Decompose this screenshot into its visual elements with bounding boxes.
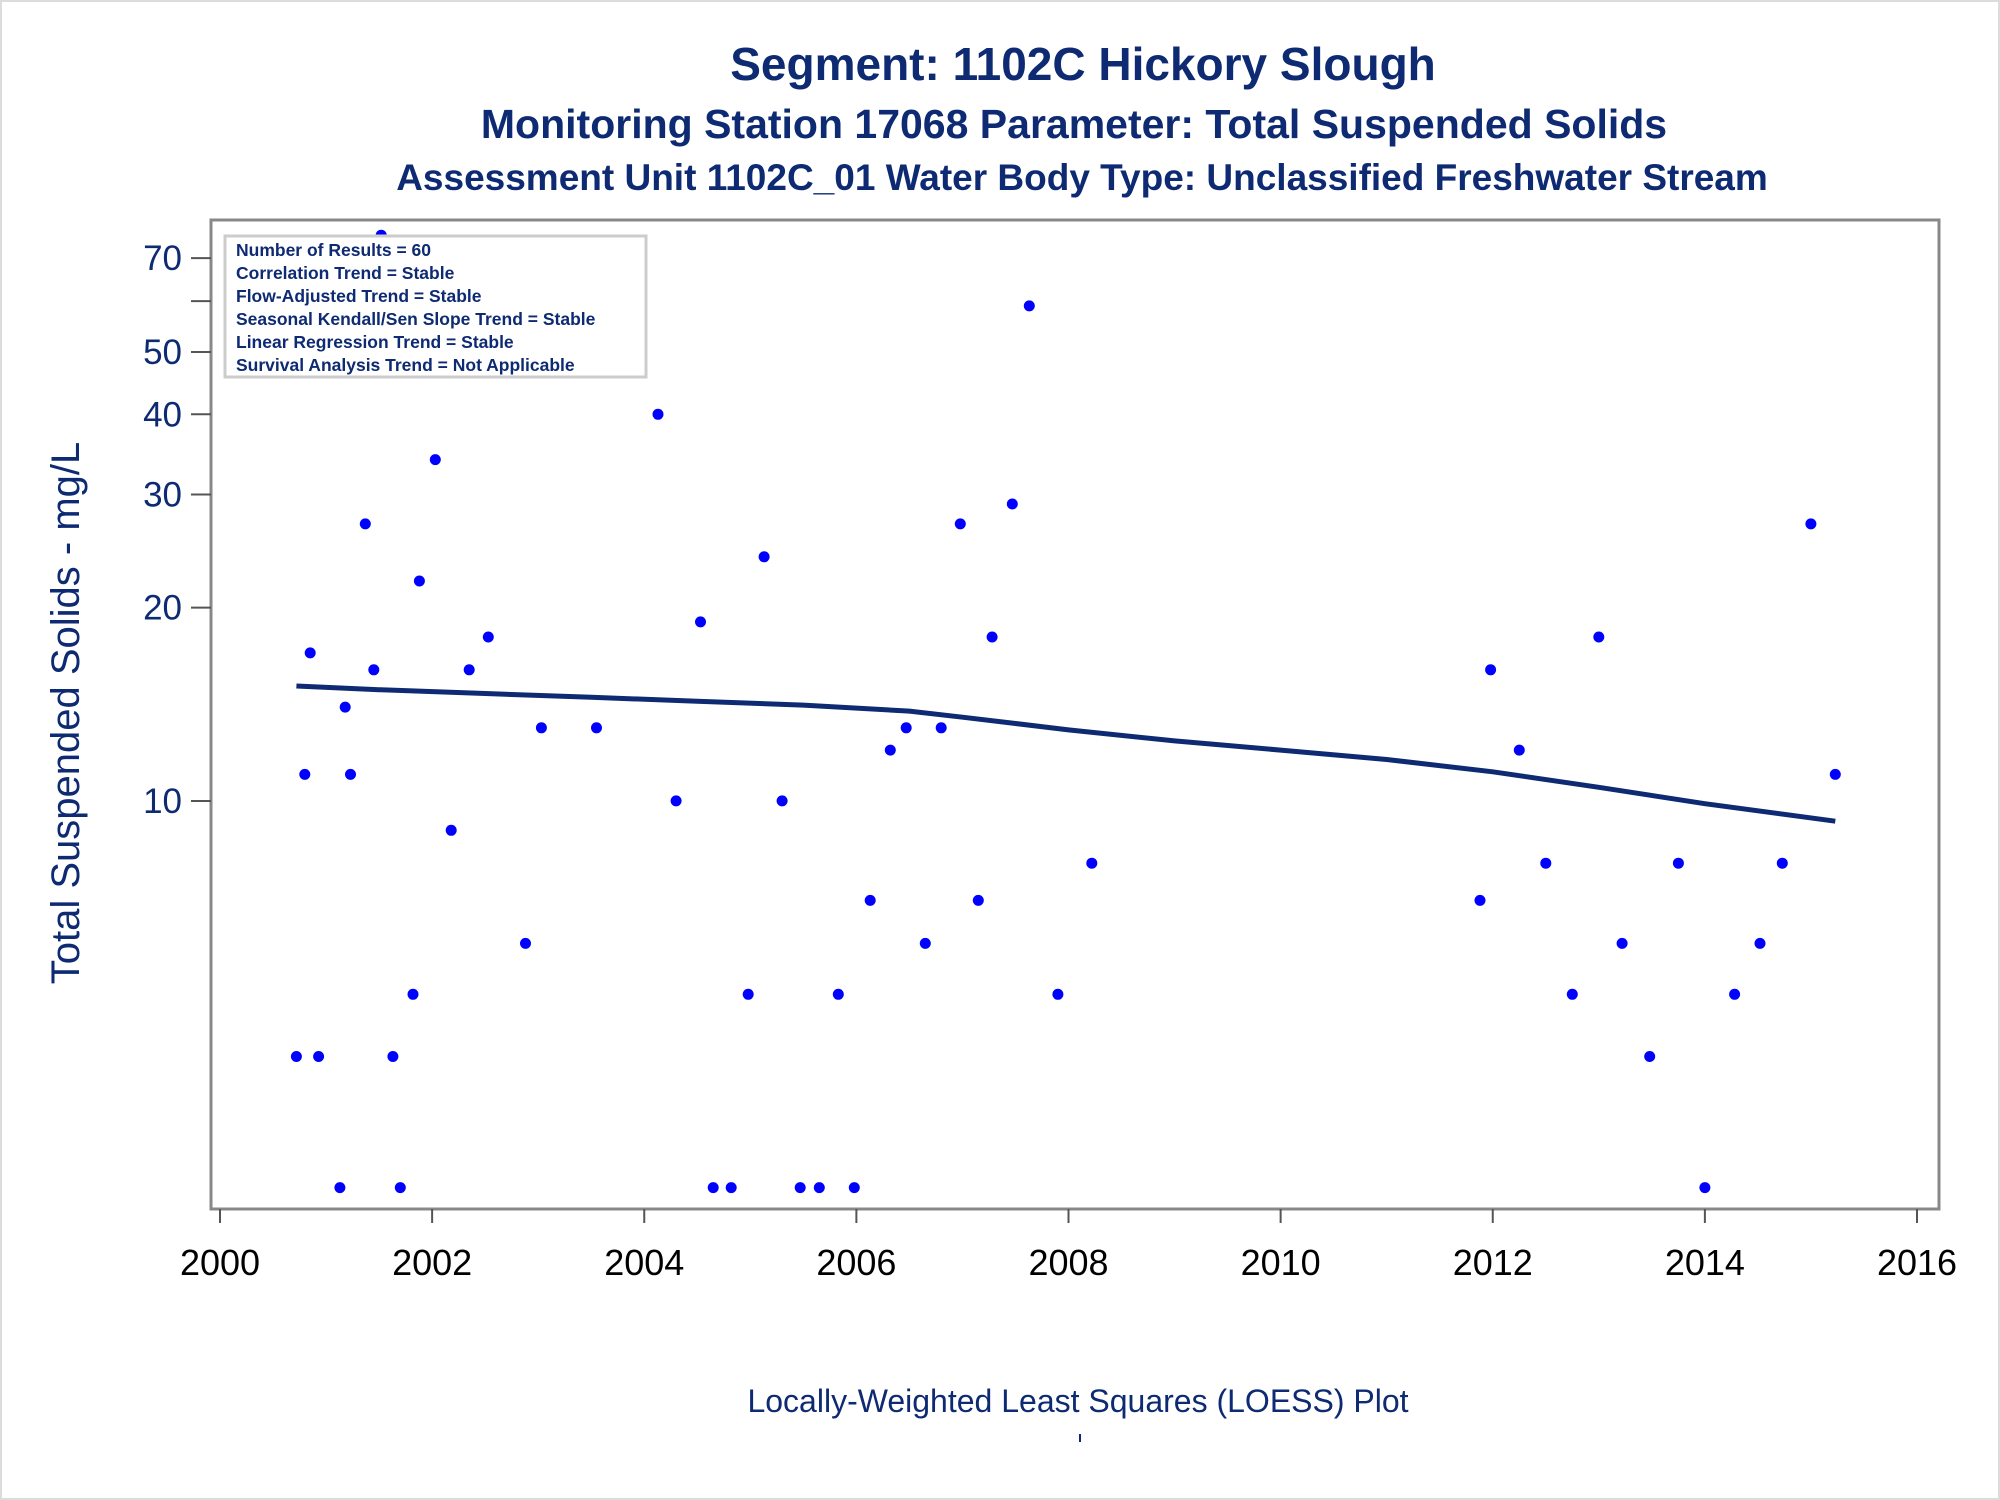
data-point [359,518,371,530]
x-tick-label: 2008 [1028,1242,1108,1283]
data-point [445,824,457,836]
data-point [1829,768,1841,780]
data-point [1023,300,1035,312]
data-point [1644,1051,1656,1062]
data-point [972,894,984,906]
x-axis: 2000 2002 2004 2006 2008 2010 2012 2014 2016 [180,1209,1957,1283]
data-point [864,894,876,906]
data-point [1729,988,1741,1000]
data-point [368,664,380,676]
data-point [1593,631,1605,643]
data-point [725,1182,737,1194]
data-point [919,937,931,949]
data-point [413,575,425,587]
stats-box: Number of Results = 60 Correlation Trend… [223,234,648,379]
chart-title-line1: Segment: 1102C Hickory Slough [730,38,1436,90]
data-point [758,551,770,563]
y-tick-label: 20 [143,589,182,628]
data-point [339,701,351,713]
data-point [463,664,475,676]
y-tick-label: 70 [143,239,182,278]
data-point [482,631,494,643]
data-point [794,1182,806,1194]
x-tick-label: 2004 [604,1242,684,1283]
stat-flow-adjusted-trend: Flow-Adjusted Trend = Stable [236,286,482,306]
x-tick-label: 2000 [180,1242,260,1283]
stat-survival-analysis-trend: Survival Analysis Trend = Not Applicable [236,355,575,375]
data-point [1485,664,1497,676]
loess-trend-line [296,683,1836,824]
data-point [299,768,311,780]
data-point [1805,518,1817,530]
data-point [520,937,531,949]
chart-title-line3: Assessment Unit 1102C_01 Water Body Type… [396,157,1768,198]
data-point [387,1051,399,1062]
x-tick-label: 2006 [816,1242,896,1283]
data-point [813,1182,825,1194]
data-point [1776,857,1788,869]
stat-number-of-results: Number of Results = 60 [236,240,431,260]
data-point [900,722,912,734]
data-point [1754,937,1766,949]
data-point [670,795,682,807]
data-point [1699,1182,1711,1194]
data-point [935,722,947,734]
y-tick-label: 30 [143,476,182,515]
data-point [742,988,754,1000]
data-point [776,795,788,807]
stat-correlation-trend: Correlation Trend = Stable [236,263,455,283]
data-point [1672,857,1684,869]
data-point [304,647,316,659]
stat-seasonal-kendall-trend: Seasonal Kendall/Sen Slope Trend = Stabl… [236,309,596,329]
y-tick-label: 10 [143,782,182,821]
y-tick-label: 50 [143,333,182,372]
data-point [1616,937,1628,949]
data-point [591,722,602,734]
data-point [1566,988,1578,1000]
data-point [986,631,998,643]
data-point [695,616,706,628]
y-axis-label: Total Suspended Solids - mg/L [44,442,88,985]
data-point [954,518,966,530]
data-point [334,1182,346,1194]
x-tick-label: 2012 [1453,1242,1533,1283]
data-point [407,988,419,1000]
x-tick-label: 2002 [392,1242,472,1283]
x-tick-label: 2016 [1877,1242,1957,1283]
plot-area [209,218,1941,1211]
data-point [707,1182,719,1194]
data-point [290,1051,302,1062]
data-point [535,722,547,734]
data-point [429,454,441,466]
footnote: Locally-Weighted Least Squares (LOESS) P… [747,1383,1408,1419]
data-point [1052,988,1064,1000]
stat-linear-regression-trend: Linear Regression Trend = Stable [236,332,514,352]
data-point [1086,857,1098,869]
data-point [884,744,896,756]
data-point [394,1182,406,1194]
x-tick-label: 2014 [1665,1242,1745,1283]
y-tick-label: 40 [143,395,182,434]
data-point [652,408,664,420]
data-point [832,988,844,1000]
stats-box-frame [223,234,648,379]
data-point [1006,498,1018,510]
data-point [1513,744,1525,756]
data-point [1540,857,1552,869]
chart-title-line2: Monitoring Station 17068 Parameter: Tota… [481,101,1667,147]
data-point [313,1051,325,1062]
data-point [1474,894,1486,906]
y-axis: 10 20 30 40 50 70 [143,239,211,821]
data-point [848,1182,860,1194]
data-point [345,768,356,780]
x-tick-label: 2010 [1241,1242,1321,1283]
